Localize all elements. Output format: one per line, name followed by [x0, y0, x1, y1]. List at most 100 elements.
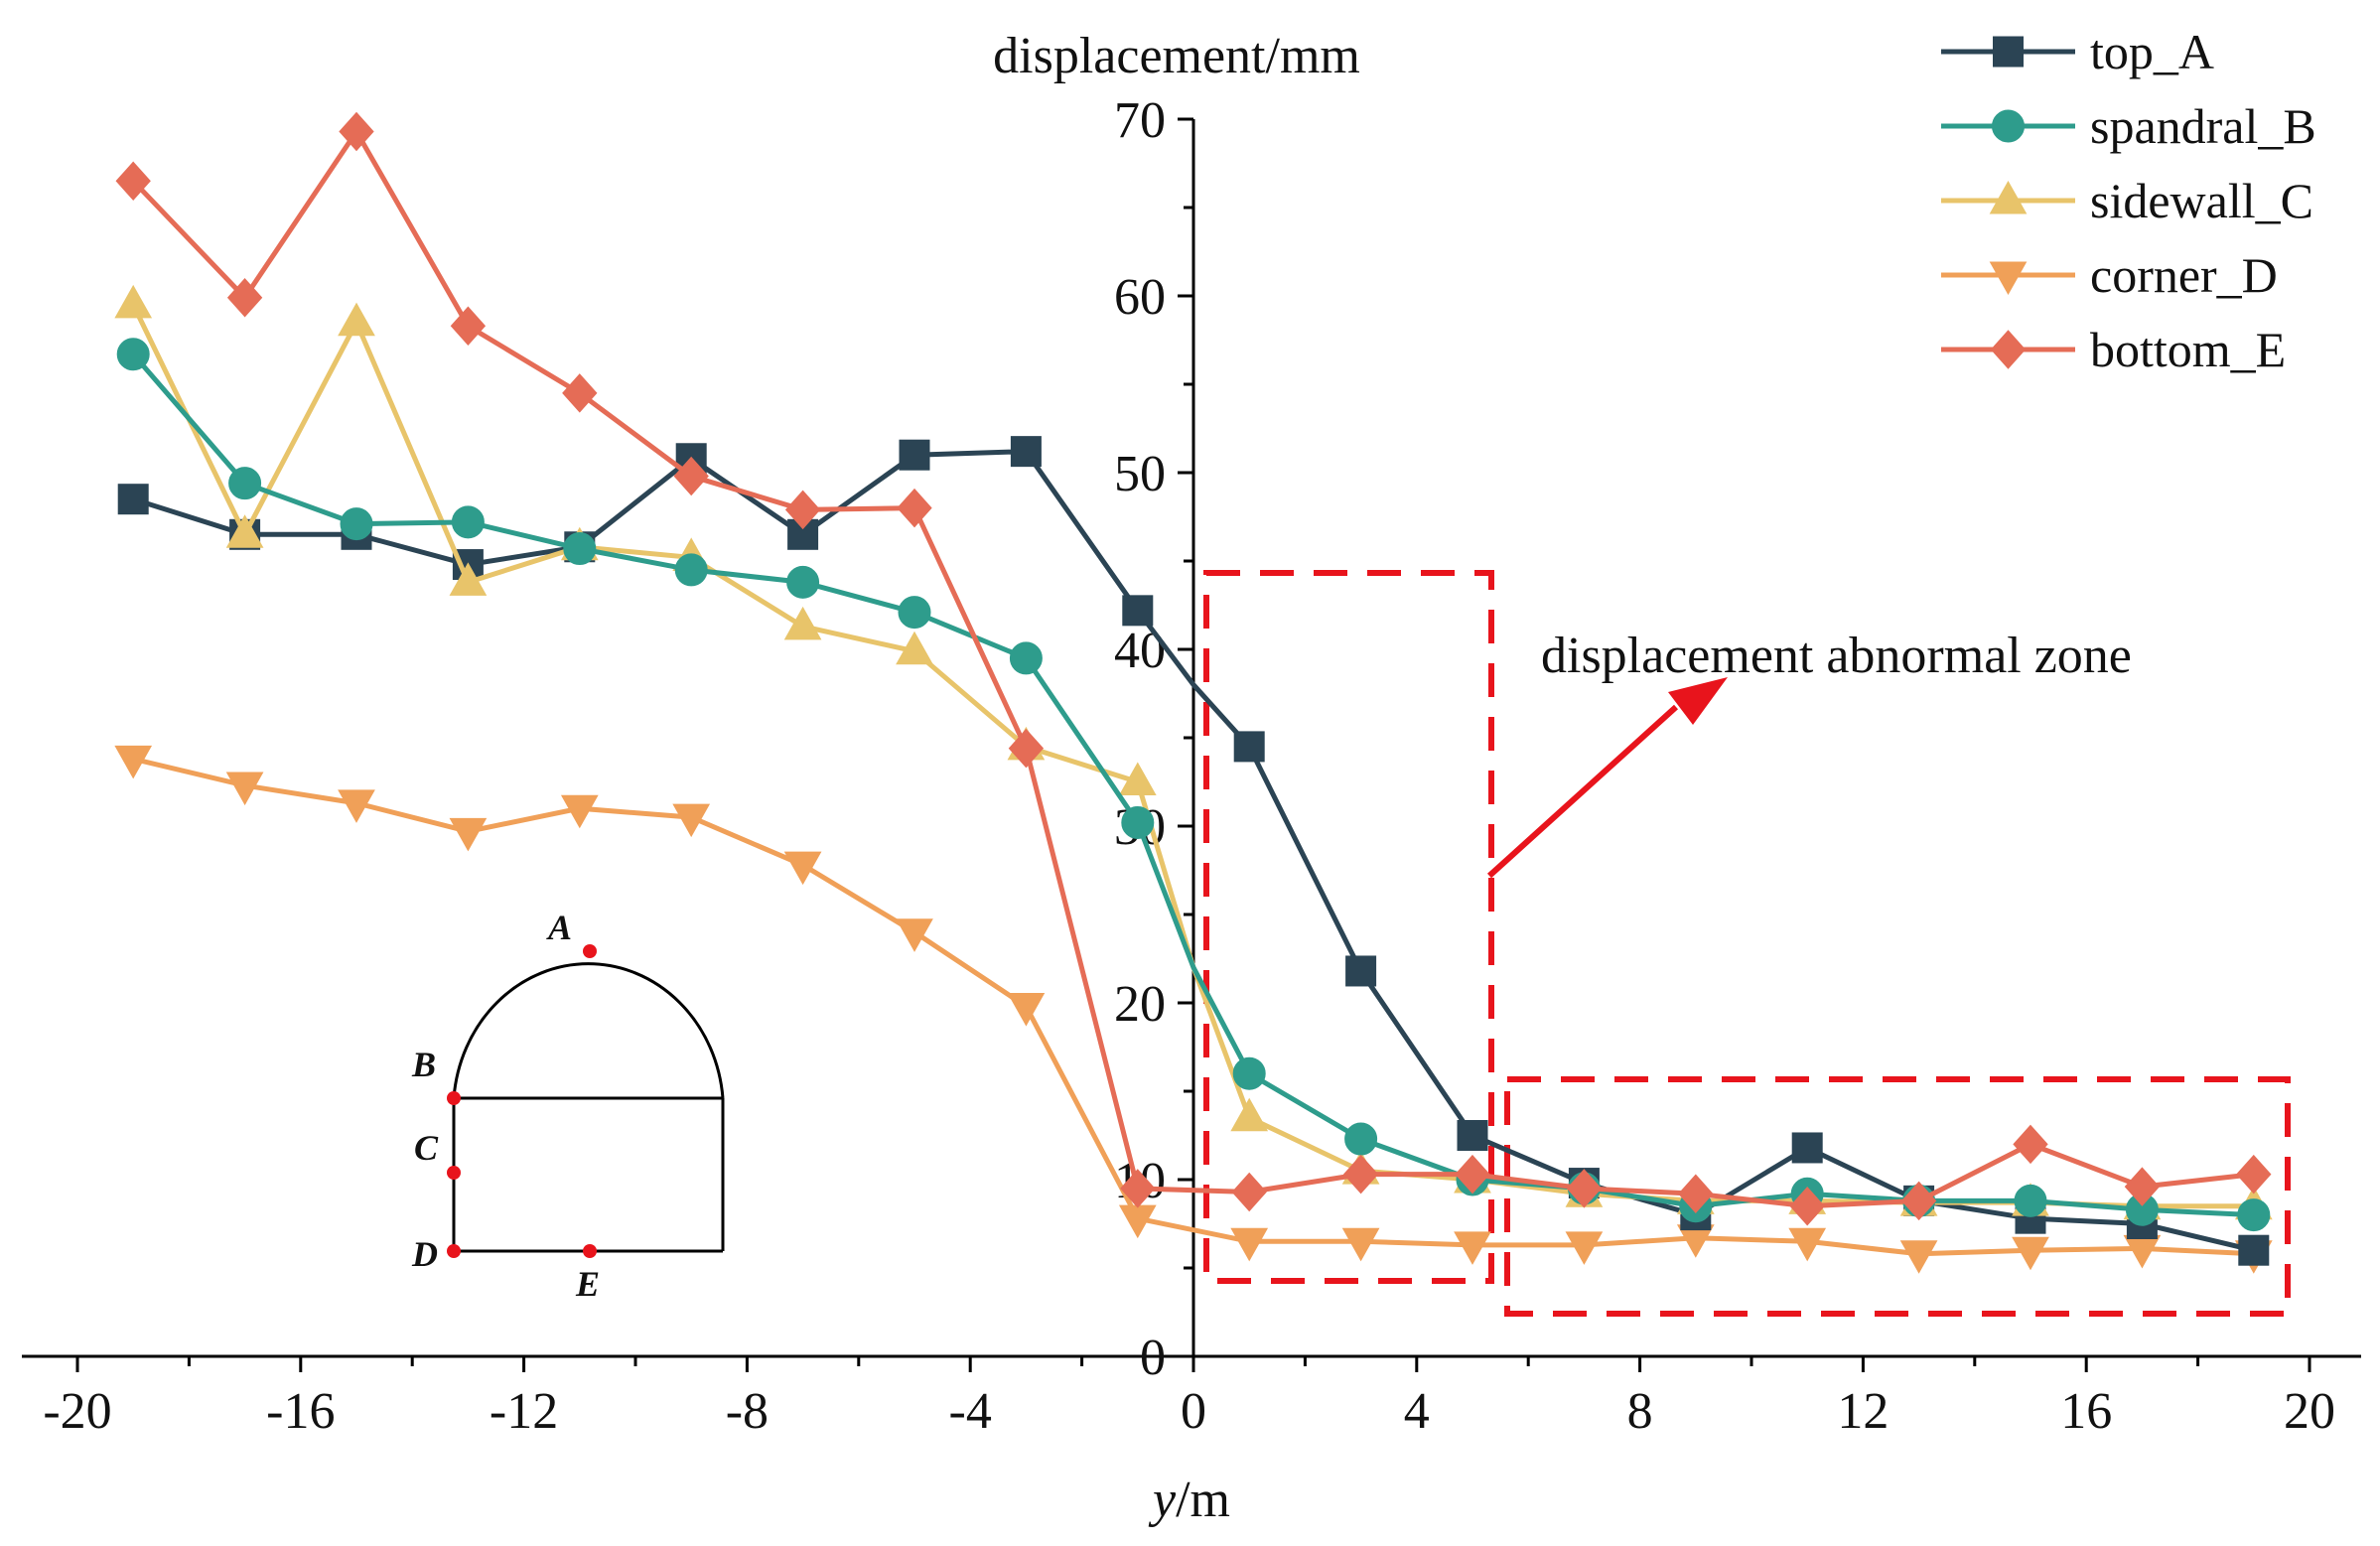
series-line-spandral_B: [131, 352, 2254, 1218]
y-tick-label: 70: [1114, 92, 1166, 149]
annotation-text: displacement abnormal zone: [1541, 628, 2132, 684]
data-point-bottom_E: [2013, 1124, 2048, 1165]
legend-marker-top_A: [1993, 36, 2024, 68]
x-tick-label: -12: [490, 1383, 558, 1440]
x-tick-label: 20: [2284, 1383, 2335, 1440]
legend-item-top_A: top_A: [1941, 24, 2214, 79]
data-point-bottom_E: [1678, 1174, 1714, 1213]
legend-item-spandral_B: spandral_B: [1941, 98, 2316, 154]
y-tick-label: 0: [1140, 1330, 1166, 1386]
data-point-top_A: [1345, 955, 1377, 987]
data-point-sidewall_C: [896, 631, 933, 665]
data-point-spandral_B: [1121, 805, 1155, 839]
data-point-top_A: [117, 484, 149, 515]
data-point-sidewall_C: [783, 606, 822, 640]
data-point-bottom_E: [1342, 1154, 1379, 1195]
data-point-corner_D: [1788, 1227, 1827, 1262]
legend-item-corner_D: corner_D: [1941, 247, 2278, 303]
legend-item-bottom_E: bottom_E: [1941, 322, 2286, 377]
data-point-top_A: [1122, 595, 1154, 627]
legend-label: bottom_E: [2090, 322, 2286, 377]
x-tick-label: 0: [1181, 1383, 1206, 1440]
legend-marker-sidewall_C: [1989, 180, 2028, 214]
data-point-corner_D: [560, 794, 599, 829]
inset-point-A: [583, 944, 597, 958]
legend-label: corner_D: [2090, 247, 2278, 303]
series-line-corner_D: [132, 756, 2254, 1257]
inset-label-B: B: [411, 1045, 436, 1084]
data-point-corner_D: [1341, 1227, 1380, 1262]
y-tick-label: 60: [1114, 269, 1166, 326]
data-point-corner_D: [1899, 1240, 1938, 1274]
data-point-top_A: [899, 439, 930, 471]
y-tick-label: 20: [1114, 976, 1166, 1033]
y-axis-title: displacement/mm: [993, 28, 1360, 84]
data-point-bottom_E: [2124, 1167, 2161, 1206]
data-point-corner_D: [114, 745, 153, 779]
data-point-bottom_E: [1566, 1169, 1603, 1208]
series-spandral_B: [116, 338, 2271, 1232]
data-point-corner_D: [225, 772, 264, 806]
tunnel-cross-section-inset: A B C D E: [411, 908, 725, 1304]
data-point-sidewall_C: [114, 284, 153, 319]
data-point-corner_D: [672, 803, 711, 838]
inset-point-B: [447, 1091, 461, 1105]
data-point-spandral_B: [1009, 641, 1043, 675]
data-point-spandral_B: [2237, 1198, 2271, 1232]
data-point-corner_D: [338, 789, 375, 823]
legend-marker-spandral_B: [1992, 109, 2025, 143]
data-point-sidewall_C: [449, 562, 488, 596]
data-point-bottom_E: [784, 490, 821, 530]
series-line-top_A: [132, 449, 2255, 1253]
data-point-spandral_B: [1232, 1056, 1266, 1090]
data-point-bottom_E: [339, 111, 374, 152]
data-point-corner_D: [449, 817, 488, 852]
series-layer: [114, 111, 2273, 1274]
legend-label: spandral_B: [2090, 98, 2316, 154]
data-point-corner_D: [783, 851, 822, 886]
inset-label-D: D: [411, 1234, 438, 1274]
x-tick-label: -8: [726, 1383, 769, 1440]
data-point-top_A: [1010, 436, 1042, 468]
data-point-bottom_E: [2236, 1154, 2272, 1195]
legend-label: sidewall_C: [2090, 173, 2313, 228]
legend-item-sidewall_C: sidewall_C: [1941, 173, 2313, 228]
data-point-corner_D: [1565, 1231, 1604, 1265]
x-tick-label: 16: [2060, 1383, 2112, 1440]
series-bottom_E: [115, 111, 2272, 1226]
legend-marker-bottom_E: [1990, 330, 2027, 369]
series-line-bottom_E: [131, 126, 2255, 1209]
y-tick-label: 40: [1114, 623, 1166, 679]
x-axis-title: y/m: [1148, 1472, 1230, 1528]
annotation-arrow: [1486, 704, 1679, 879]
inset-arch: [452, 962, 725, 1099]
data-point-top_A: [2238, 1234, 2270, 1266]
x-tick-label: 8: [1627, 1383, 1653, 1440]
inset-label-E: E: [575, 1264, 600, 1304]
data-point-sidewall_C: [338, 302, 375, 337]
y-tick-label: 50: [1114, 446, 1166, 502]
inset-point-E: [583, 1244, 597, 1258]
abnormal-zone-box-2: [1504, 1076, 2291, 1317]
data-point-bottom_E: [1231, 1172, 1267, 1212]
data-point-bottom_E: [1120, 1169, 1156, 1208]
inset-point-C: [447, 1166, 461, 1180]
data-point-sidewall_C: [1230, 1097, 1269, 1132]
legend: top_A spandral_B sidewall_C corner_D bottom_…: [1941, 24, 2316, 377]
x-tick-label: 12: [1837, 1383, 1889, 1440]
x-tick-label: 4: [1404, 1383, 1430, 1440]
data-point-spandral_B: [116, 338, 150, 371]
data-point-spandral_B: [451, 505, 485, 539]
data-point-top_A: [1233, 731, 1265, 763]
x-tick-label: -20: [43, 1383, 111, 1440]
abnormal-zone-box-1: [1203, 570, 1494, 1284]
data-point-bottom_E: [450, 306, 487, 347]
data-point-spandral_B: [1344, 1122, 1378, 1156]
data-point-top_A: [1791, 1132, 1823, 1164]
data-point-spandral_B: [674, 553, 708, 587]
data-point-bottom_E: [1900, 1181, 1937, 1221]
data-point-bottom_E: [1455, 1154, 1490, 1195]
data-point-spandral_B: [898, 596, 931, 630]
data-point-sidewall_C: [1118, 762, 1157, 795]
